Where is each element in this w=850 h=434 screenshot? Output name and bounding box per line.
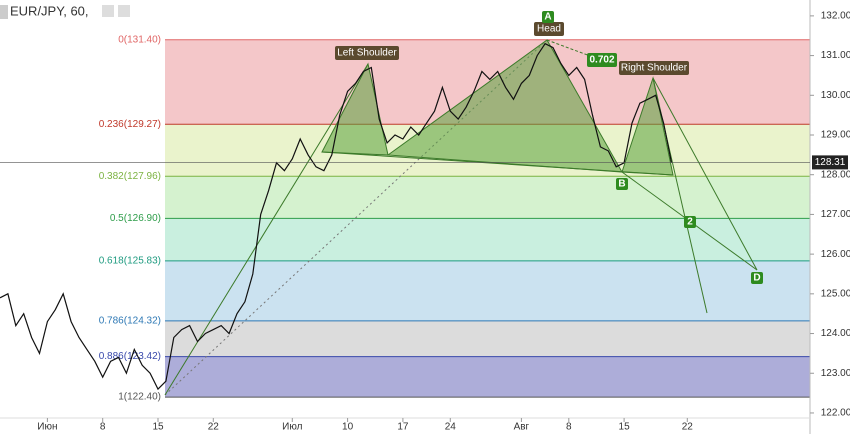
price-axis	[810, 0, 850, 434]
fib-label: 0.786(124.32)	[99, 315, 161, 326]
toolbar-button[interactable]	[102, 5, 114, 17]
y-tick-label: 132.00	[821, 11, 850, 22]
y-tick-label: 125.00	[821, 288, 850, 299]
last-price-tag	[812, 155, 848, 170]
toolbar-button[interactable]	[118, 5, 130, 17]
y-tick-label: 127.00	[821, 209, 850, 220]
point: A	[542, 11, 554, 23]
trend-line	[164, 39, 548, 396]
y-tick-label: 122.00	[821, 408, 850, 419]
point-2: 2	[687, 217, 693, 228]
fib-band	[165, 356, 810, 398]
left-shoulder-label: Left Shoulder	[337, 48, 397, 59]
y-tick-label: 130.00	[821, 90, 850, 101]
y-tick-label: 128.00	[821, 169, 850, 180]
x-tick-label: 8	[566, 422, 572, 433]
x-tick-label: 24	[445, 422, 457, 433]
projection-line	[652, 77, 758, 271]
x-tick-label: Июл	[282, 422, 302, 433]
neckline	[321, 151, 674, 176]
x-tick-label: 22	[682, 422, 694, 433]
fib-label: 1(122.40)	[118, 392, 161, 403]
toolbar-icon[interactable]	[0, 5, 8, 19]
fib-band	[165, 218, 810, 261]
fib-band	[165, 176, 810, 219]
fib-label: 0.618(125.83)	[99, 256, 161, 267]
fib-label: 0.236(129.27)	[99, 119, 161, 130]
fib-label: 0.5(126.90)	[110, 213, 161, 224]
price-series	[0, 42, 673, 391]
y-tick-label: 131.00	[821, 50, 850, 61]
y-tick-label: 124.00	[821, 328, 850, 339]
y-tick-label: 123.00	[821, 368, 850, 379]
price-line	[0, 42, 673, 391]
x-tick-label: Авг	[514, 422, 530, 433]
tag: Right Shoulder	[619, 61, 689, 75]
chart-title: EUR/JPY, 60,	[10, 3, 89, 18]
fib-band	[165, 320, 810, 357]
x-tick-label: Июн	[37, 422, 57, 433]
x-tick-label: 8	[100, 422, 106, 433]
fib-bands: 0(131.40) 0.236(129.27) 0.382(127.96) 0.5(1…	[99, 34, 810, 403]
point: B	[616, 178, 628, 190]
point-d: D	[753, 273, 760, 284]
point: D	[751, 272, 763, 284]
x-tick-label: 15	[152, 422, 164, 433]
point-a: A	[544, 12, 551, 23]
ratio-label: 0.702	[589, 55, 614, 66]
tag: 0.702	[587, 53, 617, 67]
axes: 122.00 123.00 124.00 125.00 126.00 127.00 128.…	[0, 11, 850, 433]
tag: Left Shoulder	[335, 46, 399, 60]
fib-label: 0.382(127.96)	[99, 171, 161, 182]
point-b: B	[618, 179, 625, 190]
last-price-label: 128.31	[815, 157, 846, 168]
right-shoulder-label: Right Shoulder	[621, 63, 688, 74]
x-tick-label: 15	[619, 422, 631, 433]
fib-band	[165, 260, 810, 321]
x-tick-label: 22	[208, 422, 220, 433]
point: 2	[684, 216, 696, 228]
tag: Head	[534, 22, 564, 36]
head-label: Head	[537, 24, 561, 35]
x-tick-label: 10	[342, 422, 354, 433]
x-tick-label: 17	[397, 422, 409, 433]
y-tick-label: 126.00	[821, 249, 850, 260]
y-tick-label: 129.00	[821, 130, 850, 141]
fib-label: 0(131.40)	[118, 34, 161, 45]
pattern-labels: Left Shoulder Head 0.702 Right Shoulder …	[335, 11, 763, 284]
fib-label: 0.886(123.42)	[99, 351, 161, 362]
